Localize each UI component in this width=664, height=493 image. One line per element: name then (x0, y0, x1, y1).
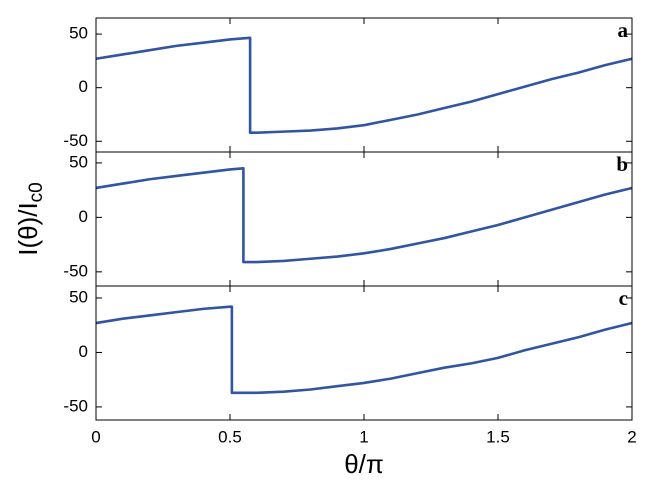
x-tick-label: 1 (359, 427, 368, 446)
y-axis-label-main: I(θ)/I (13, 202, 43, 255)
y-tick-label: 0 (79, 342, 88, 361)
y-tick-label: 50 (69, 24, 88, 43)
axes-box (95, 151, 633, 287)
x-tick-label: 1.5 (486, 427, 510, 446)
axes-box (95, 285, 633, 421)
y-tick-label: 0 (79, 207, 88, 226)
y-tick-label: 50 (69, 287, 88, 306)
y-tick-label: 50 (69, 152, 88, 171)
x-axis-label: θ/π (344, 449, 384, 479)
y-axis-label-sub: c0 (26, 182, 47, 202)
y-tick-label: -50 (63, 261, 88, 280)
x-tick-label: 0.5 (218, 427, 242, 446)
y-tick-label: -50 (63, 131, 88, 150)
axes-box (95, 17, 633, 153)
data-line (95, 167, 633, 264)
panel-label: a (618, 18, 629, 42)
y-tick-label: -50 (63, 396, 88, 415)
x-tick-label: 2 (627, 427, 636, 446)
data-line (95, 36, 633, 135)
panel-label: b (616, 152, 628, 176)
panel-label: c (619, 286, 628, 310)
y-tick-label: 0 (79, 77, 88, 96)
y-axis-label: I(θ)/Ic0 (13, 182, 47, 256)
x-tick-label: 0 (91, 427, 100, 446)
data-line (95, 305, 633, 395)
